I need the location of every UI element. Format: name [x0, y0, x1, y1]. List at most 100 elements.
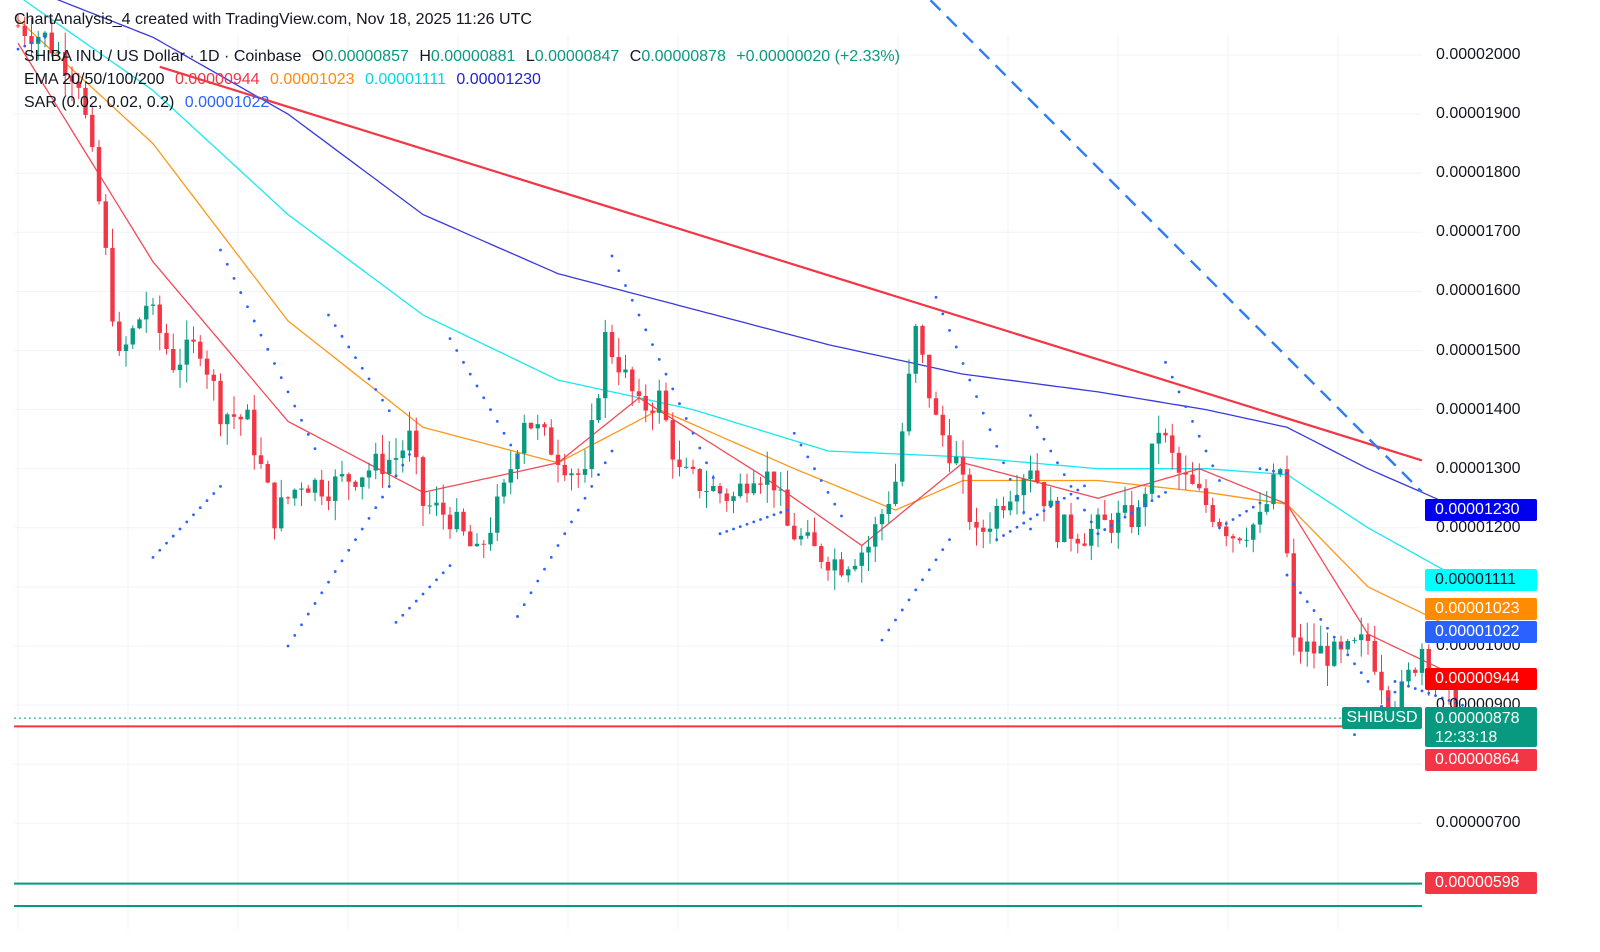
- candle-body: [1210, 505, 1215, 522]
- sar-dot: [171, 534, 175, 538]
- sar-dot: [610, 449, 614, 453]
- change-value: +0.00000020 (+2.33%): [736, 48, 900, 65]
- candle-body: [738, 483, 743, 497]
- sar-dot: [1218, 479, 1221, 482]
- sar-dot: [509, 443, 513, 447]
- sar-dot: [603, 461, 607, 465]
- sar-dot: [198, 506, 202, 510]
- candle-body: [198, 341, 203, 359]
- symbol-tag: SHIBUSD: [1342, 707, 1422, 729]
- sar-dot: [522, 603, 526, 607]
- sar-dot: [1008, 477, 1012, 481]
- candle-body: [1156, 432, 1161, 444]
- candle-body: [238, 416, 243, 420]
- sar-dot: [475, 384, 479, 388]
- sar-dot: [151, 555, 155, 559]
- sar-dot: [1096, 532, 1100, 536]
- candle-body: [798, 535, 804, 540]
- candle-body: [974, 522, 979, 528]
- candle-body: [1372, 640, 1377, 672]
- sar-dot: [732, 527, 735, 531]
- legend-ohlc: SHIBA INU / US Dollar · 1D · Coinbase O0…: [24, 48, 906, 66]
- sar-dot: [657, 357, 661, 361]
- sar-dot: [1285, 472, 1289, 475]
- candle-body: [1311, 641, 1317, 654]
- sar-dot: [1272, 469, 1275, 473]
- sar-dot: [934, 295, 938, 299]
- candle-body: [1075, 538, 1080, 544]
- sar-dot: [1285, 573, 1289, 577]
- candle-body: [1386, 690, 1391, 714]
- candle-body: [1102, 514, 1107, 520]
- candle-body: [846, 569, 851, 576]
- candle-body: [825, 561, 831, 571]
- candle-body: [886, 503, 891, 515]
- sar-dot: [1299, 591, 1302, 595]
- sar-dot: [651, 343, 654, 346]
- sar-dot: [934, 558, 938, 562]
- candle-body: [873, 524, 878, 547]
- candle-body: [76, 81, 81, 88]
- candle-body: [623, 369, 628, 373]
- candle-body: [1163, 432, 1168, 436]
- ema20-line: [17, 42, 1463, 680]
- candle-body: [1190, 474, 1195, 484]
- sar-dot: [630, 298, 634, 302]
- sar-dot: [1022, 521, 1026, 525]
- candle-body: [252, 409, 257, 456]
- sar-dot: [340, 559, 344, 563]
- sar-dot: [1238, 513, 1242, 517]
- candle-body: [29, 35, 34, 44]
- sar-dot: [1332, 635, 1336, 639]
- sar-dot: [772, 513, 776, 517]
- legend-ema[interactable]: EMA 20/50/100/200 0.00000944 0.00001023 …: [24, 71, 547, 89]
- candle-body: [1014, 495, 1020, 502]
- sar-dot: [374, 506, 378, 510]
- sar-dot: [1116, 519, 1120, 523]
- sar-dot: [759, 518, 762, 521]
- sar-dot: [1008, 529, 1012, 533]
- sar-dot: [455, 349, 459, 352]
- candle-body: [751, 483, 756, 494]
- sar-dot: [1042, 437, 1046, 441]
- sar-dot: [536, 579, 540, 583]
- sar-dot: [1069, 492, 1073, 496]
- candle-body: [339, 474, 345, 477]
- sar-dot: [806, 455, 810, 459]
- sar-dot: [273, 362, 276, 365]
- sar-dot: [900, 608, 904, 612]
- candle-body: [812, 532, 817, 547]
- candle-body: [616, 357, 621, 373]
- sar-dot: [1170, 375, 1174, 379]
- legend-sar[interactable]: SAR (0.02, 0.02, 0.2) 0.00001022: [24, 94, 275, 112]
- price-axis-label: 0.00001900: [1436, 105, 1521, 123]
- candle-body: [866, 546, 871, 553]
- price-axis-label: 0.00001300: [1436, 459, 1521, 477]
- sar-dot: [1164, 360, 1167, 364]
- sar-dot: [1049, 505, 1053, 508]
- sar-dot: [394, 474, 398, 478]
- candle-body: [393, 458, 399, 460]
- sar-dot: [1231, 518, 1235, 521]
- close-label: C0.00000878: [629, 48, 726, 65]
- sar-dot: [954, 345, 958, 349]
- candle-body: [204, 358, 210, 375]
- sar-dot: [779, 511, 783, 514]
- sar-dot: [192, 513, 195, 517]
- candle-body: [1284, 469, 1290, 554]
- symbol-title[interactable]: SHIBA INU / US Dollar · 1D · Coinbase: [24, 48, 302, 65]
- candle-body: [1318, 645, 1323, 654]
- sar-dot: [610, 254, 614, 258]
- sar-dot: [1083, 508, 1086, 512]
- sar-dot: [1278, 470, 1282, 474]
- candle-body: [1021, 479, 1026, 496]
- candle-body: [1217, 521, 1222, 527]
- candle-body: [1264, 504, 1269, 512]
- candle-body: [913, 326, 918, 374]
- sar-dot: [914, 588, 918, 592]
- candle-body: [1345, 641, 1350, 650]
- ema-label: EMA 20/50/100/200: [24, 71, 165, 88]
- sar-dot: [313, 602, 317, 605]
